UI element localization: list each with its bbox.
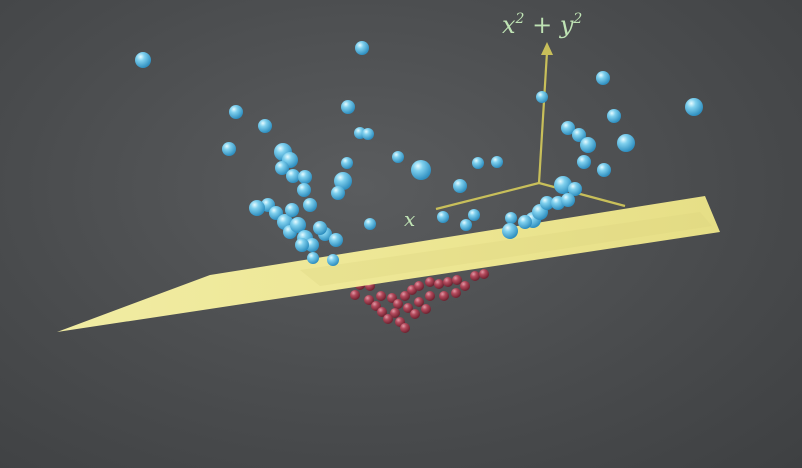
blue-point-4 xyxy=(258,119,272,133)
red-point-16 xyxy=(460,281,470,291)
blue-point-33 xyxy=(411,160,431,180)
x-axis-line xyxy=(435,181,540,211)
blue-point-56 xyxy=(685,98,703,116)
red-point-12 xyxy=(443,277,453,287)
red-point-9 xyxy=(414,281,424,291)
blue-point-57 xyxy=(536,91,548,103)
blue-point-25 xyxy=(313,221,327,235)
blue-point-38 xyxy=(460,219,472,231)
z-axis-arrowhead xyxy=(541,42,553,55)
red-point-18 xyxy=(414,297,424,307)
red-point-6 xyxy=(393,299,403,309)
blue-point-8 xyxy=(222,142,236,156)
blue-point-29 xyxy=(334,172,352,190)
y-axis-line xyxy=(538,181,626,208)
blue-point-15 xyxy=(303,198,317,212)
x-axis-label: x xyxy=(404,207,415,231)
red-point-11 xyxy=(434,279,444,289)
blue-point-17 xyxy=(249,200,265,216)
red-point-22 xyxy=(383,314,393,324)
red-point-1 xyxy=(350,290,360,300)
blue-point-53 xyxy=(617,134,635,152)
blue-point-31 xyxy=(341,157,353,169)
red-point-24 xyxy=(400,323,410,333)
blue-point-36 xyxy=(491,156,503,168)
red-point-26 xyxy=(421,304,431,314)
blue-point-26 xyxy=(329,233,343,247)
blue-point-13 xyxy=(298,170,312,184)
blue-point-5 xyxy=(341,100,355,114)
blue-point-37 xyxy=(437,211,449,223)
blue-points-group xyxy=(135,41,703,266)
blue-point-2 xyxy=(355,41,369,55)
blue-point-47 xyxy=(568,182,582,196)
blue-point-62 xyxy=(285,203,299,217)
blue-point-12 xyxy=(286,169,300,183)
axes-group xyxy=(435,51,626,211)
red-point-15 xyxy=(451,288,461,298)
blue-point-30 xyxy=(331,186,345,200)
red-point-20 xyxy=(390,308,400,318)
red-point-30 xyxy=(479,269,489,279)
red-point-19 xyxy=(403,303,413,313)
z-axis-line xyxy=(537,51,549,184)
red-point-29 xyxy=(470,271,480,281)
blue-point-40 xyxy=(505,212,517,224)
blue-point-32 xyxy=(392,151,404,163)
separating-plane xyxy=(57,196,720,332)
blue-point-14 xyxy=(297,183,311,197)
blue-point-50 xyxy=(580,137,596,153)
blue-point-51 xyxy=(577,155,591,169)
blue-point-39 xyxy=(468,209,480,221)
blue-point-44 xyxy=(540,196,554,210)
red-point-14 xyxy=(439,291,449,301)
blue-point-7 xyxy=(362,128,374,140)
blue-point-58 xyxy=(364,218,376,230)
red-point-3 xyxy=(376,291,386,301)
blue-point-3 xyxy=(229,105,243,119)
blue-point-21 xyxy=(290,217,306,233)
blue-point-28 xyxy=(327,254,339,266)
red-point-21 xyxy=(377,307,387,317)
z-axis-label: x2 + y2 xyxy=(502,11,582,39)
blue-point-1 xyxy=(135,52,151,68)
blue-point-48 xyxy=(561,121,575,135)
plane-texture xyxy=(300,212,712,286)
red-point-7 xyxy=(400,291,410,301)
red-point-17 xyxy=(425,291,435,301)
blue-point-46 xyxy=(554,176,572,194)
red-points-group xyxy=(350,269,489,333)
blue-point-11 xyxy=(275,161,289,175)
blue-point-52 xyxy=(597,163,611,177)
blue-point-49 xyxy=(572,128,586,142)
red-point-10 xyxy=(425,277,435,287)
red-point-13 xyxy=(452,275,462,285)
blue-point-41 xyxy=(502,223,518,239)
blue-point-27 xyxy=(307,252,319,264)
red-point-2 xyxy=(364,295,374,305)
red-point-25 xyxy=(410,309,420,319)
blue-point-34 xyxy=(453,179,467,193)
blue-point-35 xyxy=(472,157,484,169)
blue-point-55 xyxy=(596,71,610,85)
blue-point-60 xyxy=(518,215,532,229)
blue-point-61 xyxy=(295,238,309,252)
blue-point-59 xyxy=(561,193,575,207)
blue-point-23 xyxy=(305,238,319,252)
blue-point-54 xyxy=(607,109,621,123)
